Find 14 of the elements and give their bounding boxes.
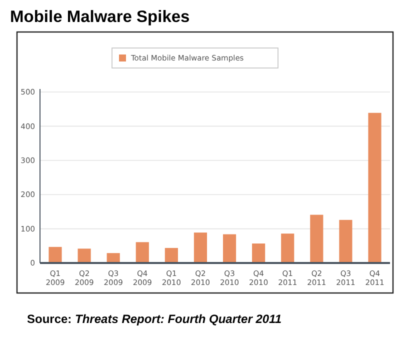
bar [281, 234, 294, 263]
bar [78, 248, 91, 263]
bar [339, 220, 352, 263]
bar [164, 248, 178, 263]
bar [194, 232, 208, 263]
bar [106, 253, 120, 263]
bar [136, 242, 149, 263]
bar [310, 214, 324, 263]
bar [48, 246, 62, 263]
bar [222, 234, 236, 263]
source-note: Source: Threats Report: Fourth Quarter 2011 [27, 312, 282, 326]
chart-title: Mobile Malware Spikes [10, 8, 190, 26]
bar [368, 112, 382, 263]
bar [252, 244, 266, 263]
